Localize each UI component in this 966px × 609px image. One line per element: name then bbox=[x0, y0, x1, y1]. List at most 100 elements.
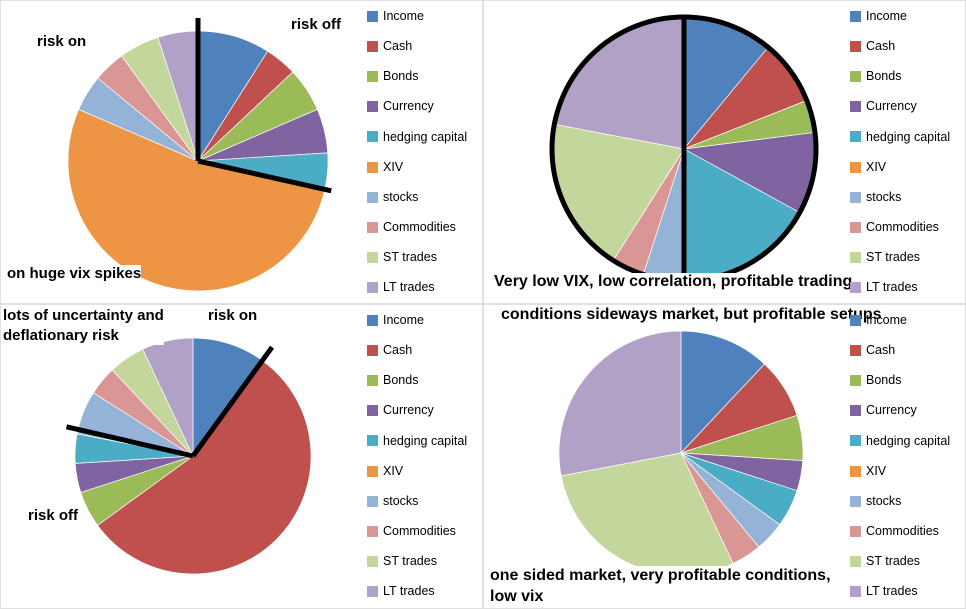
chart-legend: Income Cash Bonds Currency hedging capital XI… bbox=[850, 10, 962, 294]
legend-swatch-icon bbox=[850, 282, 861, 294]
legend-item-commodities: Commodities bbox=[367, 221, 479, 234]
legend-swatch-icon bbox=[367, 252, 378, 263]
legend-item-xiv: XIV bbox=[850, 161, 962, 174]
legend-label: ST trades bbox=[866, 554, 920, 569]
legend-item-cash: Cash bbox=[367, 344, 479, 357]
annotation-marker-line bbox=[190, 345, 275, 458]
legend-item-bonds: Bonds bbox=[850, 374, 962, 387]
annotation-risk-off: risk off bbox=[28, 507, 79, 524]
legend-label: Commodities bbox=[866, 524, 939, 539]
legend-label: Cash bbox=[866, 39, 896, 54]
legend-label: LT trades bbox=[866, 280, 918, 295]
legend-swatch-icon bbox=[367, 40, 378, 52]
legend-swatch-icon bbox=[367, 525, 378, 537]
pie-slice-cash bbox=[97, 360, 312, 575]
legend-swatch-icon bbox=[367, 314, 378, 326]
legend-item-hedging-capital: hedging capital bbox=[367, 131, 479, 144]
legend-item-st-trades: ST trades bbox=[850, 555, 962, 568]
legend-item-cash: Cash bbox=[850, 344, 962, 357]
legend-swatch-icon bbox=[850, 344, 861, 356]
legend-label: Income bbox=[383, 313, 424, 327]
legend-swatch-icon bbox=[850, 191, 861, 203]
legend-label: XIV bbox=[866, 463, 887, 478]
legend-label: Currency bbox=[866, 403, 917, 418]
legend-swatch-icon bbox=[850, 586, 861, 598]
annotation-marker-line bbox=[197, 158, 332, 194]
legend-label: XIV bbox=[383, 463, 404, 478]
chart-caption-line2: conditions sideways market, but profitab… bbox=[501, 306, 882, 324]
legend-swatch-icon bbox=[367, 161, 378, 173]
legend-swatch-icon bbox=[367, 556, 378, 567]
legend-label: Currency bbox=[866, 99, 917, 114]
legend-label: hedging capital bbox=[866, 433, 951, 448]
legend-item-commodities: Commodities bbox=[850, 221, 962, 234]
chart-legend: Income Cash Bonds Currency hedging capital XI… bbox=[367, 10, 479, 294]
legend-label: stocks bbox=[383, 493, 419, 508]
legend-label: LT trades bbox=[383, 584, 435, 599]
legend-label: Bonds bbox=[383, 69, 419, 84]
pie-chart-huge-vix-spikes bbox=[67, 18, 332, 292]
annotation-marker-line bbox=[65, 424, 194, 459]
legend-label: ST trades bbox=[866, 250, 920, 265]
legend-label: Currency bbox=[383, 99, 434, 114]
legend-item-income: Income bbox=[367, 10, 479, 23]
legend-item-bonds: Bonds bbox=[850, 70, 962, 83]
legend-label: ST trades bbox=[383, 554, 437, 569]
legend-item-xiv: XIV bbox=[367, 465, 479, 478]
legend-label: LT trades bbox=[383, 280, 435, 295]
legend-label: Cash bbox=[383, 343, 413, 358]
legend-swatch-icon bbox=[850, 71, 861, 83]
pie-slice-lt-trades bbox=[142, 337, 194, 457]
legend-item-income: Income bbox=[850, 314, 962, 327]
legend-label: XIV bbox=[383, 159, 404, 174]
chart-quadrant-one-sided-market: conditions sideways market, but profitab… bbox=[483, 304, 966, 609]
legend-item-currency: Currency bbox=[367, 100, 479, 113]
legend-label: stocks bbox=[866, 189, 902, 204]
legend-item-currency: Currency bbox=[850, 100, 962, 113]
legend-label: stocks bbox=[383, 189, 419, 204]
pie-chart-one-sided-market bbox=[558, 330, 804, 576]
legend-item-currency: Currency bbox=[367, 404, 479, 417]
annotation-context: lots of uncertainty and deflationary ris… bbox=[3, 306, 164, 345]
legend-swatch-icon bbox=[367, 221, 378, 233]
legend-swatch-icon bbox=[850, 314, 861, 326]
legend-item-income: Income bbox=[367, 314, 479, 327]
legend-item-hedging-capital: hedging capital bbox=[850, 435, 962, 448]
legend-swatch-icon bbox=[850, 221, 861, 233]
legend-item-hedging-capital: hedging capital bbox=[850, 131, 962, 144]
legend-item-hedging-capital: hedging capital bbox=[367, 435, 479, 448]
legend-label: hedging capital bbox=[866, 129, 951, 144]
legend-swatch-icon bbox=[367, 191, 378, 203]
legend-item-stocks: stocks bbox=[850, 495, 962, 508]
legend-item-lt-trades: LT trades bbox=[367, 585, 479, 598]
legend-swatch-icon bbox=[850, 101, 861, 113]
chart-legend: Income Cash Bonds Currency hedging capital XI… bbox=[367, 314, 479, 598]
legend-label: Cash bbox=[383, 39, 413, 54]
chart-legend: Income Cash Bonds Currency hedging capital XI… bbox=[850, 314, 962, 598]
legend-swatch-icon bbox=[367, 435, 378, 447]
legend-label: Income bbox=[866, 313, 907, 327]
legend-item-stocks: stocks bbox=[367, 495, 479, 508]
pie-chart-low-vix-sideways bbox=[549, 14, 819, 284]
legend-label: Bonds bbox=[383, 373, 419, 388]
legend-item-stocks: stocks bbox=[367, 191, 479, 204]
legend-label: Income bbox=[866, 9, 907, 23]
legend-label: ST trades bbox=[383, 250, 437, 265]
pie-slice-lt-trades bbox=[558, 330, 682, 477]
legend-swatch-icon bbox=[850, 405, 861, 417]
legend-swatch-icon bbox=[850, 435, 861, 447]
legend-swatch-icon bbox=[367, 344, 378, 356]
legend-label: LT trades bbox=[866, 584, 918, 599]
legend-label: Bonds bbox=[866, 373, 902, 388]
legend-swatch-icon bbox=[367, 71, 378, 83]
legend-item-stocks: stocks bbox=[850, 191, 962, 204]
legend-swatch-icon bbox=[367, 282, 378, 294]
legend-swatch-icon bbox=[367, 101, 378, 113]
legend-swatch-icon bbox=[850, 131, 861, 143]
legend-item-st-trades: ST trades bbox=[850, 251, 962, 264]
annotation-risk-on: risk on bbox=[37, 33, 87, 50]
legend-item-bonds: Bonds bbox=[367, 70, 479, 83]
legend-swatch-icon bbox=[367, 375, 378, 387]
legend-label: hedging capital bbox=[383, 433, 468, 448]
